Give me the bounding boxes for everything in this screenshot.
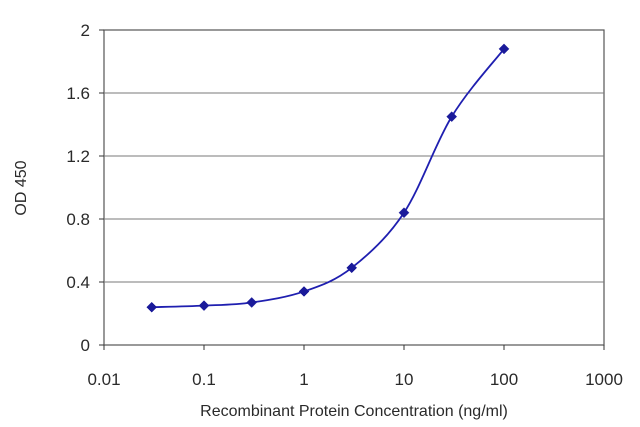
y-tick-label: 0.8: [66, 210, 90, 229]
tick-marks: [99, 29, 605, 350]
data-point: [298, 286, 310, 297]
x-tick-label: 0.1: [192, 370, 216, 389]
data-point: [446, 111, 458, 122]
x-tick-label: 0.01: [87, 370, 120, 389]
x-tick-label: 10: [395, 370, 414, 389]
x-tick-label: 1000: [585, 370, 623, 389]
data-point: [198, 300, 210, 311]
y-tick-label: 0.4: [66, 273, 90, 292]
plot-area: [103, 29, 605, 346]
y-tick-label: 1.2: [66, 147, 90, 166]
data-point: [398, 207, 410, 219]
x-tick-label: 100: [490, 370, 518, 389]
data-point: [146, 301, 158, 313]
data-point: [498, 43, 510, 55]
y-tick-label: 2: [81, 21, 90, 40]
y-tick-labels: 0 0.4 0.8 1.2 1.6 2: [66, 21, 90, 355]
y-tick-label: 0: [81, 336, 90, 355]
y-tick-label: 1.6: [66, 84, 90, 103]
data-point: [246, 297, 258, 308]
data-point: [346, 262, 358, 274]
grid-lines: [104, 92, 604, 283]
x-tick-label: 1: [299, 370, 308, 389]
y-axis-title: OD 450: [13, 160, 30, 215]
x-tick-labels: 0.01 0.1 1 10 100 1000: [87, 370, 622, 389]
x-axis-title: Recombinant Protein Concentration (ng/ml…: [200, 403, 508, 420]
series-group: [146, 43, 510, 313]
